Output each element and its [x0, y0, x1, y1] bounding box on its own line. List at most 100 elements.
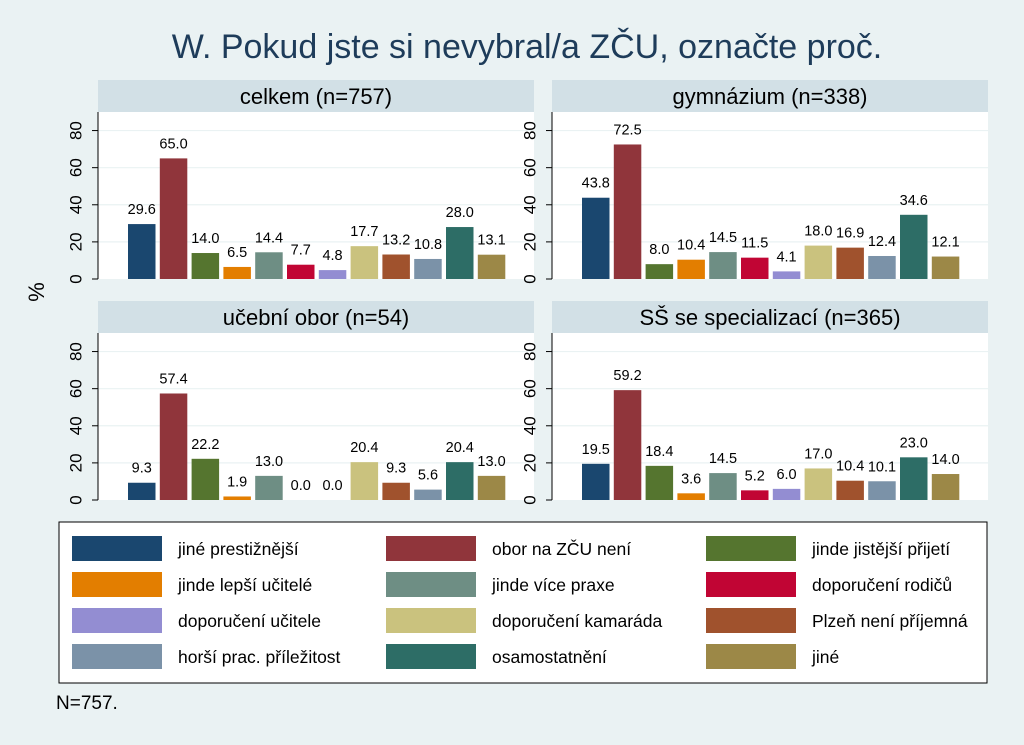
- bar: [350, 462, 379, 500]
- data-label: 29.6: [128, 202, 156, 218]
- legend-swatch: [706, 608, 796, 633]
- bar: [191, 253, 220, 279]
- y-tick-label: 80: [520, 121, 539, 140]
- bar: [255, 475, 283, 500]
- data-label: 14.5: [709, 230, 737, 246]
- data-label: 72.5: [613, 122, 641, 138]
- bar: [868, 481, 896, 500]
- legend-label: doporučení rodičů: [812, 575, 952, 595]
- bar: [350, 246, 379, 279]
- bar: [677, 493, 705, 500]
- data-label: 10.4: [677, 238, 705, 254]
- bar: [709, 473, 737, 500]
- legend-item: horší prac. příležitost: [72, 644, 341, 669]
- data-label: 65.0: [159, 136, 187, 152]
- panel-header: [98, 80, 534, 112]
- y-tick-label: 40: [66, 416, 85, 435]
- data-label: 14.0: [191, 231, 219, 247]
- panel-1: celkem (n=757) 0 20 40 60 80 29.6 65.0 14.0 6.5 14…: [66, 80, 534, 284]
- data-label: 0.0: [322, 478, 342, 494]
- legend-label: Plzeň není příjemná: [812, 611, 968, 631]
- panel-title: učební obor (n=54): [223, 305, 410, 330]
- bar: [741, 257, 769, 279]
- legend-label: obor na ZČU není: [492, 538, 631, 559]
- legend-swatch: [706, 644, 796, 669]
- bar: [613, 144, 642, 279]
- panel-title: gymnázium (n=338): [672, 84, 867, 109]
- chart-title: W. Pokud jste si nevybral/a ZČU, označte…: [172, 28, 883, 66]
- data-label: 5.2: [745, 468, 765, 484]
- data-label: 9.3: [386, 461, 406, 477]
- legend-item: doporučení kamaráda: [386, 608, 663, 633]
- data-label: 13.0: [255, 454, 283, 470]
- legend-item: doporučení učitele: [72, 608, 321, 633]
- bar: [836, 480, 864, 500]
- data-label: 12.1: [931, 235, 959, 251]
- bar: [804, 245, 833, 279]
- data-label: 10.1: [868, 459, 896, 475]
- bar: [613, 390, 642, 500]
- legend-item: Plzeň není příjemná: [706, 608, 968, 633]
- y-tick-label: 0: [520, 274, 539, 283]
- data-label: 17.0: [804, 446, 832, 462]
- bar: [804, 468, 833, 500]
- panel-header: [552, 80, 988, 112]
- bar: [645, 465, 674, 500]
- bar: [128, 482, 156, 500]
- bar: [900, 214, 928, 279]
- y-tick-label: 20: [520, 232, 539, 251]
- data-label: 18.4: [645, 444, 673, 460]
- legend-label: jinde jistější přijetí: [811, 539, 950, 559]
- data-label: 11.5: [741, 236, 768, 252]
- legend-swatch: [386, 644, 476, 669]
- legend-item: osamostatnění: [386, 644, 607, 669]
- y-tick-label: 60: [520, 379, 539, 398]
- bar: [255, 252, 283, 279]
- data-label: 3.6: [681, 471, 701, 487]
- legend-label: doporučení kamaráda: [492, 611, 663, 631]
- legend-swatch: [386, 608, 476, 633]
- legend-item: jiné prestižnější: [72, 536, 299, 561]
- data-label: 57.4: [159, 371, 187, 387]
- bar: [128, 224, 156, 279]
- data-label: 10.8: [414, 237, 442, 253]
- legend-label: horší prac. příležitost: [178, 647, 341, 667]
- bar: [900, 457, 928, 500]
- bar: [446, 462, 474, 500]
- legend-swatch: [386, 572, 476, 597]
- panel-4: SŠ se specializací (n=365) 0 20 40 60 80 19.5 5…: [520, 301, 988, 505]
- data-label: 59.2: [613, 368, 641, 384]
- legend-item: obor na ZČU není: [386, 536, 631, 561]
- bar: [582, 463, 610, 500]
- bar: [868, 255, 896, 279]
- legend-swatch: [706, 572, 796, 597]
- data-label: 13.2: [382, 233, 410, 249]
- data-label: 4.8: [322, 248, 342, 264]
- y-tick-label: 0: [66, 495, 85, 504]
- legend-swatch: [72, 572, 162, 597]
- y-tick-label: 40: [66, 195, 85, 214]
- legend-label: osamostatnění: [492, 647, 607, 667]
- data-label: 22.2: [191, 437, 219, 453]
- data-label: 14.0: [931, 452, 959, 468]
- bar: [709, 252, 737, 279]
- data-label: 19.5: [582, 442, 610, 458]
- bar: [382, 482, 410, 500]
- data-label: 4.1: [776, 249, 796, 265]
- data-label: 6.0: [776, 467, 796, 483]
- bar: [159, 393, 188, 500]
- y-axis-label: %: [24, 282, 49, 302]
- y-tick-label: 0: [66, 274, 85, 283]
- legend-box: [58, 521, 988, 684]
- y-tick-label: 60: [520, 158, 539, 177]
- data-label: 12.4: [868, 234, 896, 250]
- data-label: 1.9: [227, 474, 247, 490]
- y-tick-label: 40: [520, 195, 539, 214]
- panel-2: gymnázium (n=338) 0 20 40 60 80 43.8 72.5 8.0 10.…: [520, 80, 988, 284]
- bar: [772, 271, 801, 279]
- legend-item: jiné: [706, 644, 839, 669]
- y-tick-label: 20: [66, 232, 85, 251]
- data-label: 16.9: [836, 226, 864, 242]
- y-tick-label: 60: [66, 379, 85, 398]
- legend-swatch: [386, 536, 476, 561]
